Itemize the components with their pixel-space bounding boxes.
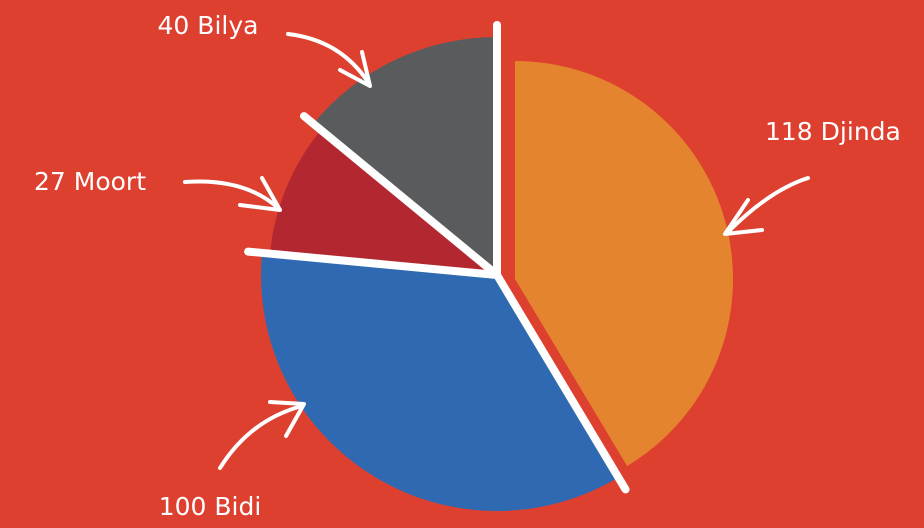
slice-value: 40 — [158, 11, 190, 40]
slice-label: 40 Bilya — [158, 11, 259, 40]
arrow — [286, 32, 372, 88]
slice-label: 27 Moort — [34, 167, 146, 196]
slice-label: 100 Bidi — [159, 492, 262, 521]
arrow — [218, 400, 306, 470]
slice-value: 118 — [765, 117, 813, 146]
slice-name: Bidi — [214, 492, 261, 521]
separator — [244, 247, 501, 279]
slice-value: 27 — [34, 167, 66, 196]
slice-name: Bilya — [197, 11, 258, 40]
pie-slice — [515, 61, 734, 466]
separator — [493, 271, 630, 494]
separator — [300, 112, 501, 279]
arrow — [723, 176, 810, 236]
pie-slice — [313, 36, 497, 275]
arrow — [183, 176, 282, 212]
pie-slice — [260, 252, 619, 512]
slice-name: Moort — [74, 167, 146, 196]
slice-value: 100 — [159, 492, 207, 521]
slice-label: 118 Djinda — [765, 117, 901, 146]
pie-slice — [270, 130, 497, 275]
arrows — [183, 32, 810, 470]
slice-name: Djinda — [821, 117, 901, 146]
